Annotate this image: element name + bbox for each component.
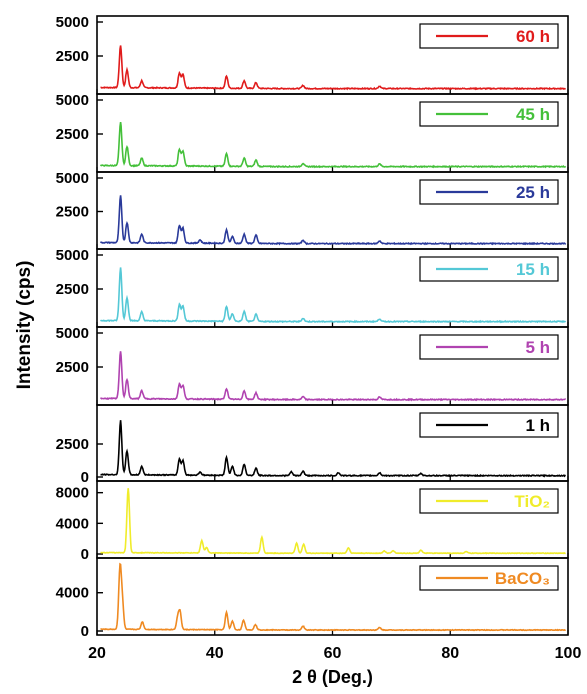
y-tick-label-1-0: 5000 — [56, 92, 89, 109]
y-tick-label-7-1: 0 — [81, 623, 89, 640]
y-tick-label-5-0: 2500 — [56, 436, 89, 453]
series-line-7 — [100, 562, 567, 632]
y-tick-label-2-1: 2500 — [56, 204, 89, 221]
legend-label-3: 15 h — [516, 260, 550, 279]
legend-label-2: 25 h — [516, 183, 550, 202]
y-tick-label-6-0: 8000 — [56, 485, 89, 502]
series-line-6 — [100, 488, 566, 555]
y-tick-label-7-0: 4000 — [56, 585, 89, 602]
series-line-5 — [100, 420, 567, 478]
legend-label-5: 1 h — [525, 416, 550, 435]
legend-label-7: BaCO₃ — [495, 569, 550, 588]
x-tick-label-4: 100 — [555, 645, 582, 662]
y-axis-label: Intensity (cps) — [14, 261, 35, 390]
y-tick-label-5-1: 0 — [81, 469, 89, 486]
legend-label-4: 5 h — [525, 338, 550, 357]
y-tick-label-6-2: 0 — [81, 546, 89, 563]
series-line-1 — [99, 121, 567, 169]
x-axis-label: 2 θ (Deg.) — [292, 667, 373, 687]
x-tick-label-0: 20 — [88, 645, 106, 662]
legend-label-1: 45 h — [516, 105, 550, 124]
y-tick-label-2-0: 5000 — [56, 170, 89, 187]
y-tick-label-1-1: 2500 — [56, 126, 89, 143]
x-tick-label-1: 40 — [206, 645, 224, 662]
y-tick-label-3-0: 5000 — [56, 247, 89, 264]
y-tick-label-0-0: 5000 — [56, 14, 89, 31]
y-tick-label-3-1: 2500 — [56, 281, 89, 298]
y-tick-label-4-0: 5000 — [56, 325, 89, 342]
series-line-3 — [99, 267, 567, 324]
legend-label-0: 60 h — [516, 27, 550, 46]
x-tick-label-3: 80 — [441, 645, 459, 662]
legend-label-6: TiO₂ — [514, 492, 550, 511]
series-line-4 — [99, 351, 567, 402]
x-tick-label-2: 60 — [324, 645, 342, 662]
y-tick-label-4-1: 2500 — [56, 359, 89, 376]
series-line-0 — [100, 45, 567, 91]
y-tick-label-0-1: 2500 — [56, 48, 89, 65]
series-line-2 — [99, 195, 567, 246]
y-tick-label-6-1: 4000 — [56, 515, 89, 532]
